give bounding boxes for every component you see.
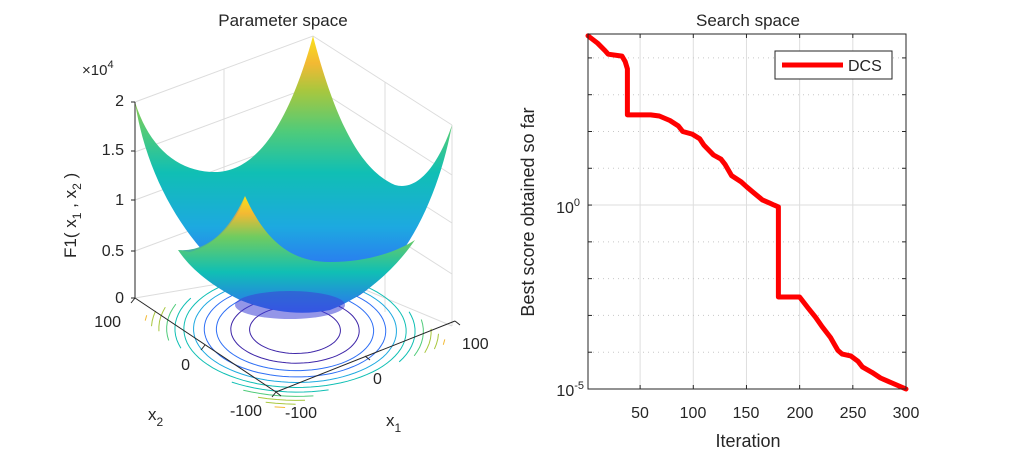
series-line-dcs — [585, 33, 909, 392]
legend-label: DCS — [848, 58, 882, 75]
legend[interactable]: DCS — [774, 50, 893, 80]
z-tick-label: 0 — [115, 290, 124, 307]
series-layer — [585, 33, 909, 392]
x-tick-label: 150 — [733, 405, 760, 422]
x-tick-label: 50 — [631, 405, 649, 422]
plot-frame — [587, 33, 907, 390]
x2-axis-label: x2 — [148, 405, 164, 429]
tick-layer — [588, 34, 907, 390]
y-axis-label: Best score obtained so far — [518, 107, 538, 316]
x-tick-label: 250 — [840, 405, 867, 422]
x-tick-label: 200 — [787, 405, 814, 422]
parameter-space-plot: Parameter space — [61, 11, 489, 435]
grid-lines — [588, 34, 907, 390]
search-space-plot: Search space 100 10-5 50 100 150 200 250… — [518, 11, 919, 451]
x1-tick-marks — [275, 320, 461, 397]
y-tick-label: 10-5 — [556, 380, 584, 400]
x2-tick-label: 100 — [94, 314, 121, 331]
z-tick-label: 1.5 — [102, 142, 124, 159]
left-title: Parameter space — [218, 11, 347, 30]
z-tick-label: 1 — [115, 192, 124, 209]
z-axis-label: F1( x1 , x2 ) — [61, 173, 84, 258]
x2-tick-marks — [130, 297, 277, 398]
z-tick-marks — [131, 101, 135, 299]
x1-tick-label: 0 — [373, 371, 382, 388]
z-tick-label: 2 — [115, 93, 124, 110]
z-exponent: ×104 — [82, 59, 114, 79]
z-tick-label: 0.5 — [102, 243, 124, 260]
x2-tick-label: 0 — [181, 357, 190, 374]
x-tick-label: 100 — [680, 405, 707, 422]
y-tick-label: 100 — [556, 197, 580, 217]
surface — [135, 36, 452, 319]
x-axis-label: Iteration — [715, 431, 780, 451]
x1-axis-label: x1 — [386, 411, 402, 435]
x-tick-label: 300 — [893, 405, 920, 422]
x1-tick-label: 100 — [462, 336, 489, 353]
x2-tick-label: -100 — [230, 403, 262, 420]
right-title: Search space — [696, 11, 800, 30]
x1-tick-label: -100 — [285, 405, 317, 422]
